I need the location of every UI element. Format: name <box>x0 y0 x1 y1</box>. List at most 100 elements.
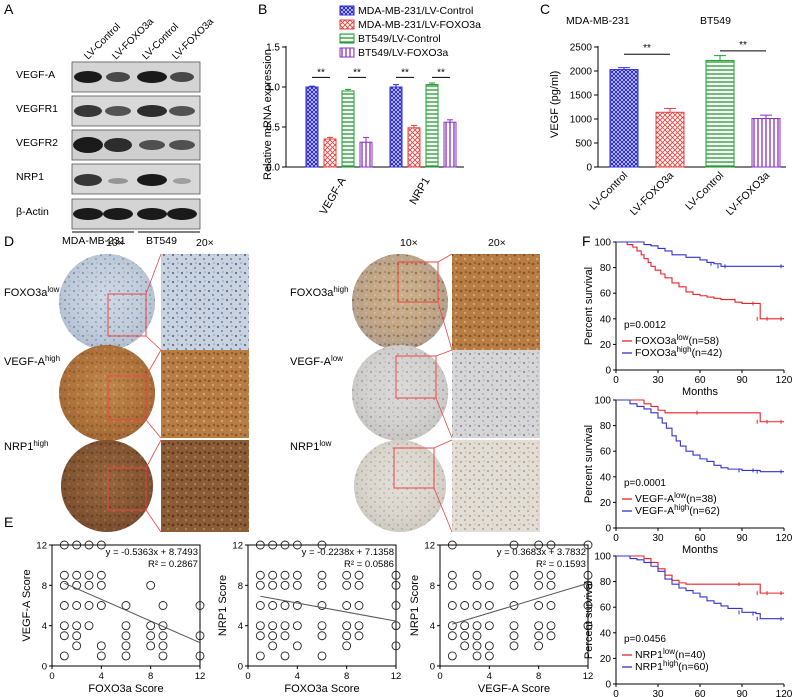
blot-band <box>104 138 132 152</box>
data-point <box>509 641 519 651</box>
ihc-row <box>59 345 249 441</box>
y-tick-label: 12 <box>232 541 243 552</box>
y-tick-label: 100 <box>594 552 611 563</box>
blot-band <box>137 71 167 83</box>
data-point <box>255 540 265 550</box>
data-point <box>59 540 69 550</box>
y-tick-label: 60 <box>600 447 612 458</box>
y-tick-label: 60 <box>600 603 612 614</box>
y-tick-label: 80 <box>600 263 612 274</box>
panel-label-b: B <box>258 1 267 17</box>
y-tick-label: 4 <box>238 621 243 632</box>
bar <box>305 86 319 168</box>
data-point <box>72 621 82 631</box>
data-point <box>255 631 265 641</box>
zoom-region-box <box>397 261 439 303</box>
zoom-image <box>161 350 249 438</box>
legend-entry: BT549/LV-FOXO3a <box>358 47 448 59</box>
x-axis-label: Months <box>682 544 719 556</box>
blot-band <box>137 174 167 186</box>
data-point <box>280 570 290 580</box>
data-point <box>509 601 519 610</box>
y-axis-label: Percent survival <box>583 267 595 345</box>
data-point <box>268 601 278 610</box>
data-point <box>447 631 457 641</box>
bar <box>425 84 439 168</box>
zoom-region-box <box>107 375 147 421</box>
legend-entry: FOXO3ahigh(n=42) <box>635 345 722 359</box>
zoom-image <box>452 440 540 532</box>
data-point <box>534 631 544 641</box>
ihc-row <box>354 439 540 533</box>
y-tick-label: 20 <box>600 498 612 509</box>
data-point <box>59 631 69 641</box>
data-point <box>59 601 69 610</box>
y-axis-label: NRP1 Score <box>217 575 229 636</box>
tma-core-texture <box>59 254 155 350</box>
data-point <box>317 580 327 590</box>
legend-swatch <box>339 33 355 44</box>
data-point <box>484 641 494 651</box>
y-tick-label: 4 <box>42 621 47 632</box>
bar <box>443 121 457 168</box>
legend-entry: VEGF-Ahigh(n=62) <box>635 503 720 517</box>
data-point <box>534 621 544 631</box>
data-point <box>268 540 278 550</box>
bar <box>359 141 373 168</box>
y-tick-label: 80 <box>600 577 612 588</box>
data-point <box>72 540 82 550</box>
legend-entry: MDA-MB-231/LV-Control <box>358 5 473 17</box>
x-tick-label: 0 <box>49 671 54 682</box>
data-point <box>84 540 94 550</box>
bar <box>609 69 639 168</box>
y-tick-label: 8 <box>42 581 47 592</box>
plot-frame <box>439 544 589 667</box>
bar <box>407 127 421 168</box>
data-point <box>317 651 327 661</box>
p-value: p=0.0001 <box>624 478 666 489</box>
data-point <box>391 641 401 651</box>
data-point <box>354 580 364 590</box>
blot-band <box>103 208 133 220</box>
cell-line-header: MDA-MB-231 <box>566 15 630 27</box>
legend-count: (n=60) <box>678 661 709 673</box>
x-tick-label: 0 <box>613 689 619 697</box>
data-point <box>354 570 364 580</box>
ihc-row <box>352 345 540 441</box>
data-point <box>546 601 556 610</box>
x-axis-label: FOXO3a Score <box>284 683 359 695</box>
x-tick-label: 90 <box>736 375 748 386</box>
survival-curve-foxo3a: 0 30 60 90 120020406080100FOXO3alow(n=58)FOX… <box>583 238 793 399</box>
y-axis-label: Percent survival <box>583 581 595 659</box>
data-point <box>72 631 82 641</box>
p-value: p=0.0456 <box>624 634 666 645</box>
data-point <box>96 601 106 610</box>
data-point <box>460 601 470 610</box>
legend-count: (n=38) <box>686 493 717 505</box>
x-tick-label: 4 <box>99 671 104 682</box>
data-point <box>472 631 482 641</box>
data-point <box>84 621 94 631</box>
data-point <box>96 570 106 580</box>
legend-name: NRP1 <box>635 661 663 673</box>
data-point <box>255 651 265 661</box>
data-point <box>292 641 302 651</box>
y-tick-label: 0 <box>605 366 611 377</box>
data-point <box>292 570 302 580</box>
data-point <box>472 621 482 631</box>
zoom-region-box <box>107 467 147 511</box>
data-point <box>280 601 290 610</box>
y-tick-label: 4 <box>430 621 435 632</box>
data-point <box>59 621 69 631</box>
panel-label-f: F <box>582 233 591 249</box>
zoom-connector <box>145 439 162 469</box>
y-tick-label: 20 <box>600 654 612 665</box>
data-point <box>72 580 82 590</box>
legend-swatch <box>339 19 355 30</box>
data-point <box>534 601 544 610</box>
plot-frame <box>247 544 397 667</box>
x-category-label: LV-FOXO3a <box>628 170 676 218</box>
data-point <box>447 651 457 661</box>
legend-swatch <box>339 5 355 16</box>
